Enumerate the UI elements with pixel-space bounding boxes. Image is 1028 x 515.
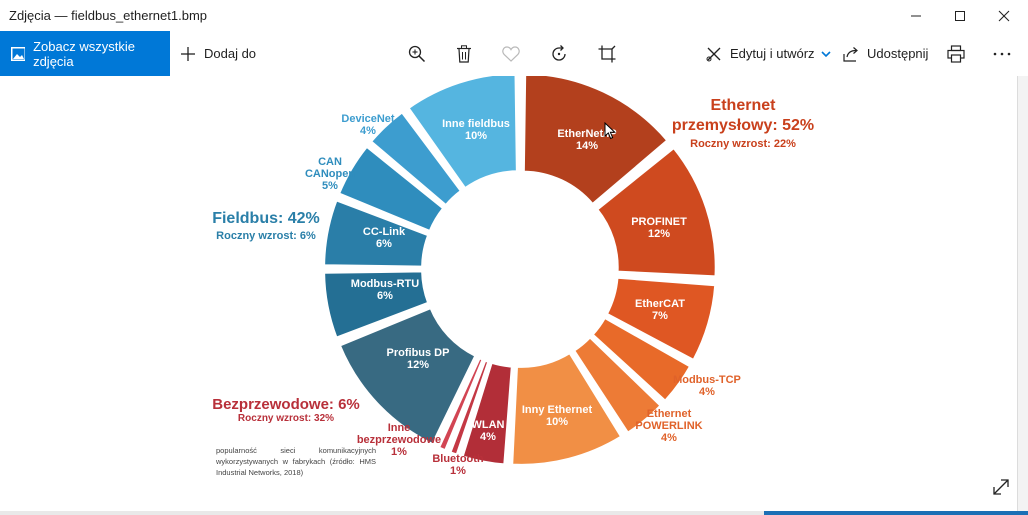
slice-name: Inne <box>350 422 448 434</box>
fieldbus-growth: Roczny wzrost: 6% <box>200 230 332 242</box>
slice-name: Profibus DP <box>373 347 463 359</box>
plus-icon <box>180 46 196 62</box>
source-note: popularność sieci komunikacyjnych wykorz… <box>216 445 376 478</box>
add-to-label: Dodaj do <box>204 46 256 61</box>
heart-icon <box>502 46 520 62</box>
slice-label-ethernetip: EtherNet/IP 14% <box>542 128 632 152</box>
slice-label-profinet: PROFINET 12% <box>614 216 704 240</box>
fullscreen-button[interactable] <box>988 474 1014 500</box>
slice-name: Inne fieldbus <box>431 118 521 130</box>
favorite-button[interactable] <box>493 31 529 76</box>
printer-icon <box>947 45 965 63</box>
more-dots-icon <box>993 52 1011 56</box>
title-bar: Zdjęcia — fieldbus_ethernet1.bmp <box>0 0 1028 31</box>
slice-label-profibus: Profibus DP 12% <box>373 347 463 371</box>
trash-icon <box>456 45 472 63</box>
crop-icon <box>598 45 616 63</box>
slice-name: Modbus-RTU <box>340 278 430 290</box>
more-options-button[interactable] <box>984 31 1020 76</box>
zoom-button[interactable] <box>399 31 435 76</box>
ethernet-title-line1: Ethernet <box>658 96 828 116</box>
ethernet-title-line2: przemysłowy: 52% <box>658 116 828 136</box>
edit-create-button[interactable]: Edytuj i utwórz <box>706 31 831 76</box>
share-label: Udostępnij <box>867 46 928 61</box>
minimize-button[interactable] <box>894 0 938 31</box>
slice-name: Inny Ethernet <box>512 404 602 416</box>
zoom-in-icon <box>408 45 426 63</box>
minimize-icon <box>910 10 922 22</box>
slice-pct: 12% <box>373 359 463 371</box>
see-all-photos-button[interactable]: Zobacz wszystkie zdjęcia <box>0 31 170 76</box>
slice-name: WLAN <box>466 419 510 431</box>
see-all-photos-label: Zobacz wszystkie zdjęcia <box>33 39 170 69</box>
slice-label-modbusrtu: Modbus-RTU 6% <box>340 278 430 302</box>
ethernet-group-title: Ethernet przemysłowy: 52% <box>658 96 828 136</box>
chevron-down-icon <box>821 50 831 58</box>
close-icon <box>998 10 1010 22</box>
slice-pct: 12% <box>614 228 704 240</box>
share-icon <box>843 46 859 62</box>
rotate-icon <box>550 45 568 63</box>
slice-name: EtherCAT <box>615 298 705 310</box>
slice-label-cclink: CC-Link 6% <box>339 226 429 250</box>
expand-icon <box>991 477 1011 497</box>
slice-name: EtherNet/IP <box>542 128 632 140</box>
wireless-group-title: Bezprzewodowe: 6% <box>206 396 366 413</box>
slice-label-devicenet: DeviceNet 4% <box>328 113 408 137</box>
slice-pct: 4% <box>664 386 750 398</box>
maximize-button[interactable] <box>938 0 982 31</box>
slice-pct: 7% <box>615 310 705 322</box>
photos-icon <box>11 47 25 61</box>
slice-pct: 5% <box>290 180 370 192</box>
maximize-icon <box>954 10 966 22</box>
slice-name: CC-Link <box>339 226 429 238</box>
ethernet-growth: Roczny wzrost: 22% <box>668 138 818 150</box>
slice-pct: 6% <box>340 290 430 302</box>
slice-pct: 10% <box>431 130 521 142</box>
edit-create-label: Edytuj i utwórz <box>730 46 815 61</box>
slice-label-wlan: WLAN 4% <box>466 419 510 443</box>
crop-button[interactable] <box>589 31 625 76</box>
photo-viewer: Ethernet przemysłowy: 52% Roczny wzrost:… <box>0 76 1028 515</box>
slice-label-ethercat: EtherCAT 7% <box>615 298 705 322</box>
slice-pct: 4% <box>328 125 408 137</box>
print-button[interactable] <box>938 31 974 76</box>
slice-pct: 4% <box>626 432 712 444</box>
slice-label-modbustcp: Modbus-TCP 4% <box>664 374 750 398</box>
slice-label-inne-fieldbus: Inne fieldbus 10% <box>431 118 521 142</box>
slice-name: PROFINET <box>614 216 704 228</box>
slice-name: DeviceNet <box>328 113 408 125</box>
mouse-cursor-icon <box>604 122 616 140</box>
slice-pct: 6% <box>339 238 429 250</box>
slice-name: CAN <box>290 156 370 168</box>
window-title: Zdjęcia — fieldbus_ethernet1.bmp <box>9 8 207 23</box>
fieldbus-group-title: Fieldbus: 42% <box>200 210 332 228</box>
slice-name-2: CANopen <box>290 168 370 180</box>
close-button[interactable] <box>982 0 1026 31</box>
slice-name: Ethernet <box>626 408 712 420</box>
scrollbar[interactable] <box>1017 76 1028 511</box>
rotate-button[interactable] <box>541 31 577 76</box>
toolbar: Zobacz wszystkie zdjęcia Dodaj do <box>0 31 1028 76</box>
slice-label-inny-ethernet: Inny Ethernet 10% <box>512 404 602 428</box>
share-button[interactable]: Udostępnij <box>843 31 928 76</box>
slice-name-2: POWERLINK <box>626 420 712 432</box>
slice-pct: 4% <box>466 431 510 443</box>
wireless-growth: Roczny wzrost: 32% <box>216 413 356 425</box>
slice-pct: 1% <box>420 465 496 477</box>
slice-label-can: CAN CANopen 5% <box>290 156 370 192</box>
slice-name: Modbus-TCP <box>664 374 750 386</box>
slice-pct: 10% <box>512 416 602 428</box>
edit-tools-icon <box>706 46 722 62</box>
slice-pct: 14% <box>542 140 632 152</box>
add-to-button[interactable]: Dodaj do <box>180 31 256 76</box>
taskbar-active-strip <box>764 511 1028 515</box>
slice-label-powerlink: Ethernet POWERLINK 4% <box>626 408 712 444</box>
delete-button[interactable] <box>446 31 482 76</box>
